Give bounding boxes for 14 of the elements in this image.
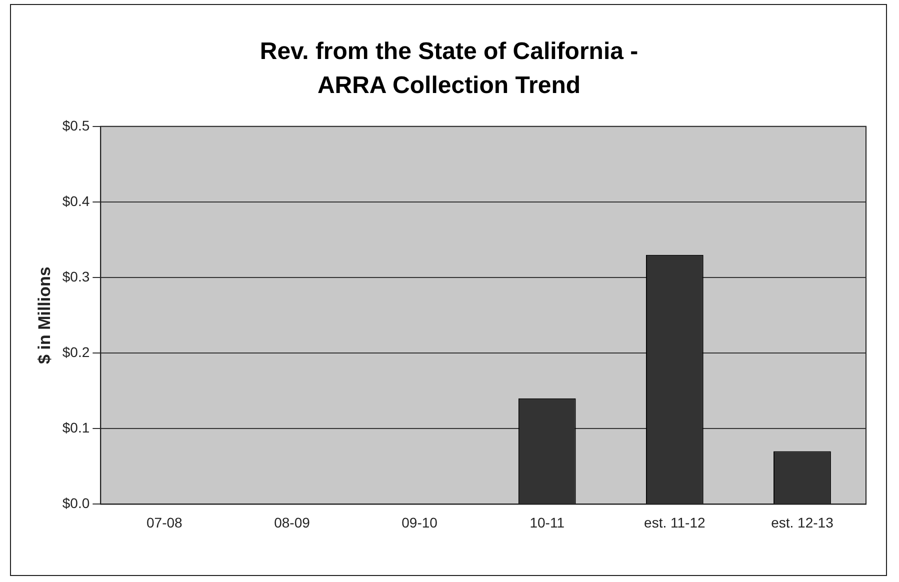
y-tick-label: $0.0 [62, 495, 90, 512]
y-tick-label: $0.3 [62, 268, 90, 284]
y-tick-label: $0.2 [62, 344, 90, 360]
y-axis-title: $ in Millions [34, 266, 54, 364]
y-tick-label: $0.1 [62, 420, 90, 436]
y-tick-label: $0.4 [62, 192, 90, 209]
x-tick-label: 10-11 [530, 514, 565, 530]
x-tick-label: 08-09 [274, 514, 310, 530]
y-tick-label: $0.5 [62, 117, 90, 134]
x-tick-label: 07-08 [146, 514, 183, 530]
x-tick-label: est. 11-12 [644, 514, 706, 530]
x-tick-label: 09-10 [402, 514, 438, 530]
chart-title: Rev. from the State of California - ARRA Collection Trend [258, 37, 640, 101]
x-tick-label: est. 12-13 [771, 514, 834, 530]
